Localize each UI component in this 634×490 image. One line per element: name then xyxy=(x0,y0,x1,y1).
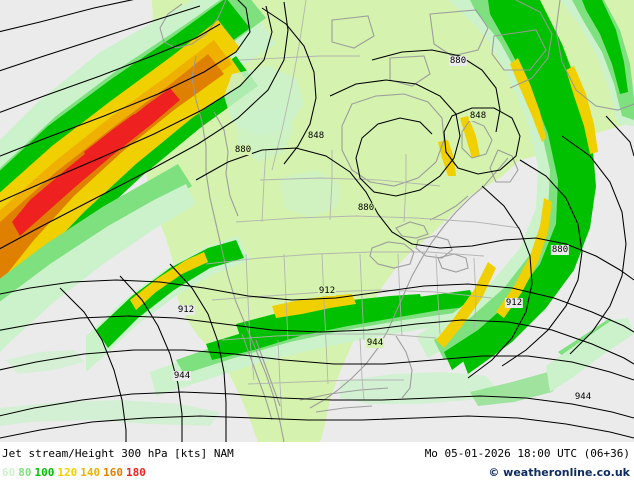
contour-label: 880 xyxy=(233,145,253,155)
contour-label: 912 xyxy=(504,298,524,308)
scale-stop-60: 60 xyxy=(2,466,16,479)
contour-label: 912 xyxy=(176,305,196,315)
contour-label: 880 xyxy=(356,203,376,213)
jet-speed-scale: 60 80 100 120 140 160 180 xyxy=(2,466,149,479)
scale-stop-80: 80 xyxy=(18,466,32,479)
scale-stop-180: 180 xyxy=(126,466,146,479)
product-title: Jet stream/Height 300 hPa [kts] NAM xyxy=(2,447,234,460)
map-graphic xyxy=(0,0,634,442)
contour-label: 848 xyxy=(306,131,326,141)
scale-stop-160: 160 xyxy=(103,466,123,479)
contour-label: 944 xyxy=(365,338,385,348)
scale-stop-120: 120 xyxy=(57,466,78,479)
scale-stop-140: 140 xyxy=(80,466,101,479)
map-footer: Jet stream/Height 300 hPa [kts] NAM Mo 0… xyxy=(0,442,634,490)
height-contour-layer xyxy=(0,0,634,442)
contour-label: 944 xyxy=(573,392,593,402)
valid-datetime: Mo 05-01-2026 18:00 UTC (06+36) xyxy=(424,447,630,460)
scale-stop-100: 100 xyxy=(34,466,55,479)
contour-label: 880 xyxy=(448,56,468,66)
copyright-notice[interactable]: © weatheronline.co.uk xyxy=(488,466,630,479)
jet-shading-layer xyxy=(0,0,634,426)
contour-label: 880 xyxy=(550,245,570,255)
contour-label: 944 xyxy=(172,371,192,381)
contour-label: 912 xyxy=(317,286,337,296)
map-canvas[interactable]: 880 848 880 848 880 880 912 912 912 944 … xyxy=(0,0,634,442)
contour-label: 848 xyxy=(468,111,488,121)
